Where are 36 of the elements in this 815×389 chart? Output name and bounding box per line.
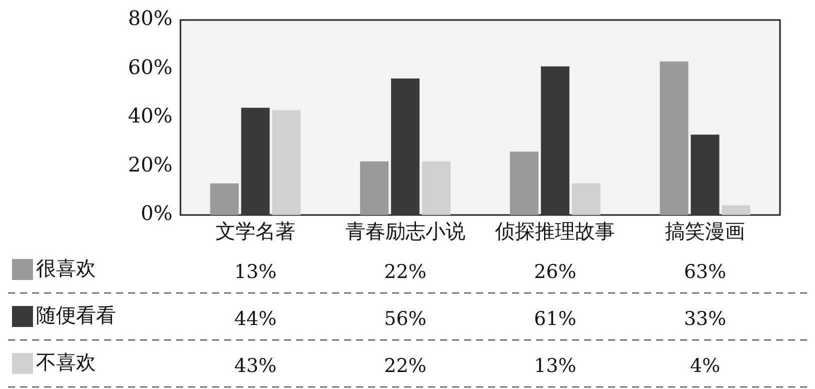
bar bbox=[272, 110, 301, 215]
data-label: 56% bbox=[384, 308, 426, 330]
bar bbox=[690, 134, 720, 215]
data-label: 61% bbox=[534, 308, 576, 330]
data-label: 33% bbox=[684, 308, 726, 330]
legend-label: 不喜欢 bbox=[36, 350, 96, 374]
data-label: 13% bbox=[234, 260, 277, 283]
x-tick-label: 搞笑漫画 bbox=[665, 219, 746, 244]
bar bbox=[241, 108, 270, 215]
bar bbox=[422, 161, 451, 215]
legend-label: 很喜欢 bbox=[36, 256, 96, 280]
bar bbox=[210, 183, 239, 215]
bar bbox=[572, 183, 600, 215]
x-tick-label: 文学名著 bbox=[215, 219, 296, 244]
bar bbox=[660, 61, 688, 215]
y-tick-label: 20% bbox=[128, 152, 172, 176]
bar bbox=[391, 78, 420, 215]
legend-label: 随便看看 bbox=[36, 303, 116, 328]
y-tick-label: 80% bbox=[128, 6, 172, 30]
y-tick-label: 40% bbox=[128, 104, 172, 128]
data-label: 13% bbox=[534, 354, 576, 377]
bar bbox=[360, 161, 389, 215]
x-tick-label: 侦探推理故事 bbox=[494, 219, 616, 244]
data-label: 63% bbox=[684, 260, 726, 283]
data-label: 4% bbox=[690, 354, 720, 377]
data-label: 22% bbox=[384, 354, 426, 377]
data-label: 26% bbox=[534, 260, 576, 283]
bar bbox=[540, 66, 570, 215]
x-tick-label: 青春励志小说 bbox=[345, 219, 466, 244]
data-label: 44% bbox=[234, 308, 277, 330]
bar bbox=[510, 152, 538, 215]
y-tick-label: 60% bbox=[128, 54, 172, 79]
y-tick-label: 0% bbox=[140, 201, 172, 226]
data-label: 22% bbox=[384, 260, 426, 283]
bar bbox=[722, 205, 750, 215]
data-label: 43% bbox=[234, 354, 277, 377]
